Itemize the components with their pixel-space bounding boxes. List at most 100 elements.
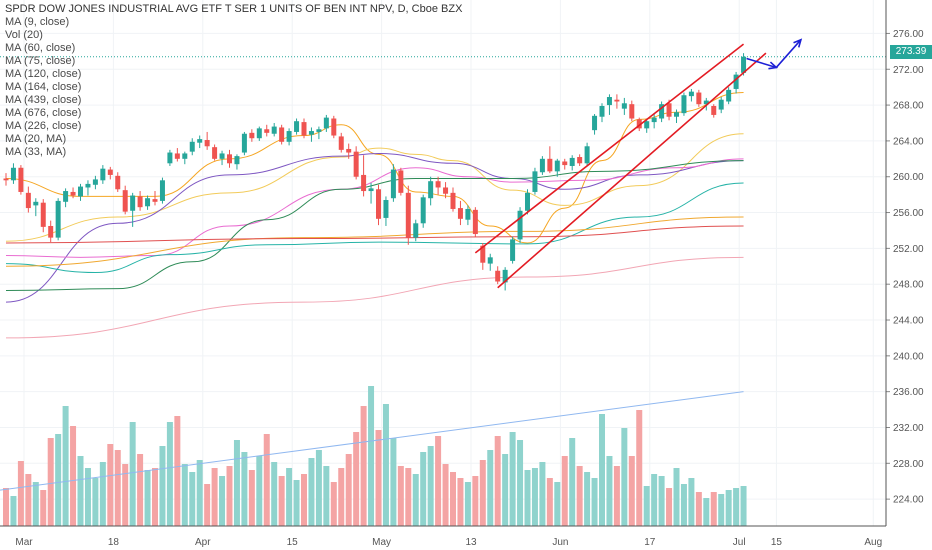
candle-body: [78, 186, 83, 197]
candle-body: [159, 180, 165, 201]
candle-body: [562, 161, 568, 166]
candle-body: [100, 168, 106, 181]
candle-body: [383, 200, 389, 218]
y-tick-label: 256.00: [893, 208, 924, 219]
y-tick-label: 244.00: [893, 316, 924, 327]
candle-body: [539, 158, 545, 173]
candle-body: [316, 129, 322, 132]
volume-bar: [189, 472, 196, 526]
volume-bar: [420, 452, 427, 526]
volume-bar: [263, 434, 270, 526]
candle-body: [40, 202, 46, 227]
volume-bar: [405, 468, 412, 526]
y-tick-label: 228.00: [893, 459, 924, 470]
volume-bar: [174, 416, 181, 526]
y-tick-label: 232.00: [893, 423, 924, 434]
volume-bar: [40, 490, 47, 526]
candle-body: [241, 133, 247, 153]
last-price-badge: 273.39: [890, 45, 932, 59]
candle-body: [204, 140, 210, 147]
volume-bar: [360, 406, 367, 526]
candle-body: [122, 190, 128, 212]
volume-bar: [330, 482, 337, 526]
candle-body: [331, 118, 337, 136]
candle-body: [338, 136, 344, 150]
volume-bar: [591, 478, 598, 526]
x-tick-label: May: [372, 537, 391, 548]
candle-body: [249, 132, 255, 139]
candle-body: [696, 92, 702, 105]
candle-body: [480, 245, 486, 263]
y-tick-label: 224.00: [893, 495, 924, 506]
candle-body: [398, 170, 404, 193]
candle-body: [152, 199, 158, 202]
legend-item: MA (120, close): [5, 68, 82, 80]
volume-bar: [92, 478, 99, 526]
candle-body: [532, 171, 538, 192]
volume-bar: [152, 468, 158, 526]
volume-bar: [323, 466, 330, 526]
volume-bar: [338, 468, 345, 526]
candle-body: [651, 117, 657, 123]
x-tick-label: 15: [771, 537, 783, 548]
y-tick-label: 240.00: [893, 351, 924, 362]
candle-body: [517, 210, 523, 240]
volume-bar: [628, 456, 635, 526]
candle-body: [63, 191, 69, 202]
volume-bar: [32, 482, 39, 526]
candle-body: [219, 153, 225, 159]
volume-bar: [621, 428, 628, 526]
candle-body: [577, 157, 583, 164]
y-tick-label: 252.00: [893, 244, 924, 255]
volume-bar: [442, 464, 449, 526]
volume-bar: [368, 386, 375, 526]
volume-bar: [710, 492, 717, 526]
candle-body: [115, 175, 121, 190]
candle-body: [353, 151, 359, 177]
volume-bar: [576, 466, 583, 526]
volume-bar: [181, 464, 188, 526]
candle-body: [405, 192, 411, 238]
candle-body: [18, 167, 24, 192]
volume-bar: [412, 474, 419, 526]
candle-body: [130, 195, 136, 211]
volume-bar: [301, 474, 307, 526]
volume-bar: [427, 446, 434, 526]
volume-bar: [211, 468, 218, 526]
volume-bar: [695, 492, 702, 526]
volume-bar: [353, 432, 360, 526]
volume-bar: [718, 494, 725, 526]
legend-item: MA (676, close): [5, 107, 82, 119]
candle-body: [25, 192, 31, 209]
volume-bar: [382, 404, 389, 526]
volume-bar: [293, 480, 300, 526]
ma-line: [5, 256, 744, 339]
candle-body: [569, 157, 575, 166]
legend-item: MA (439, close): [5, 94, 82, 106]
volume-bar: [651, 474, 658, 526]
volume-bar: [673, 468, 680, 526]
legend-item: MA (226, close): [5, 120, 82, 132]
volume-bar: [375, 430, 382, 526]
candle-body: [174, 153, 180, 159]
volume-bar: [55, 434, 62, 526]
volume-bar: [487, 450, 494, 526]
volume-bar: [219, 476, 226, 526]
volume-bar: [397, 466, 404, 526]
candle-body: [443, 187, 449, 194]
volume-bar: [10, 496, 17, 526]
candle-body: [718, 99, 724, 110]
candle-body: [189, 141, 195, 152]
volume-bar: [84, 468, 91, 526]
y-tick-label: 260.00: [893, 172, 924, 183]
legend-item: MA (9, close): [5, 16, 70, 28]
candle-body: [584, 146, 590, 164]
volume-bar: [636, 410, 643, 526]
volume-bar: [159, 446, 166, 526]
volume-bar: [494, 436, 501, 526]
candle-body: [286, 131, 292, 142]
candle-body: [502, 269, 508, 283]
candle-body: [644, 121, 650, 129]
candle-body: [212, 147, 218, 159]
